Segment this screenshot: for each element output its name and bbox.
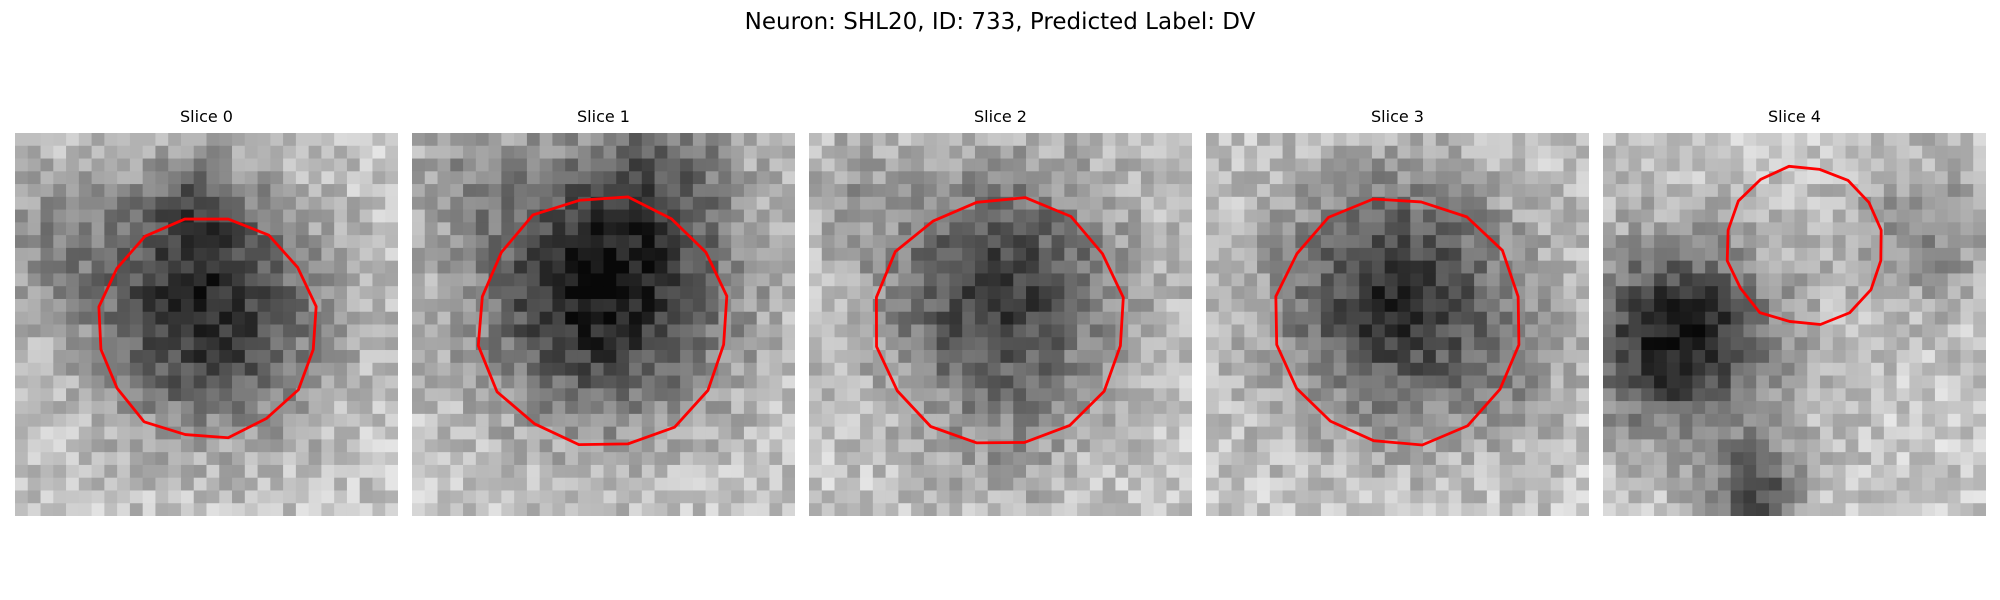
slice-image-1 (412, 133, 795, 516)
slice-panel-1: Slice 1 (412, 107, 795, 521)
slice-panel-0: Slice 0 (15, 107, 398, 521)
segmentation-contour (97, 217, 318, 440)
image-pixels (1206, 133, 1589, 516)
segmentation-contour (1725, 164, 1883, 326)
slice-panel-3: Slice 3 (1206, 107, 1589, 521)
slice-image-4 (1603, 133, 1986, 516)
slice-image-2 (809, 133, 1192, 516)
slice-title-1: Slice 1 (577, 107, 630, 126)
slice-image-0 (15, 133, 398, 516)
image-pixels (15, 133, 398, 516)
figure-title: Neuron: SHL20, ID: 733, Predicted Label:… (744, 9, 1256, 35)
segmentation-contour (875, 196, 1125, 445)
slice-panel-4: Slice 4 (1603, 107, 1986, 521)
image-pixels (412, 133, 795, 516)
slice-image-3 (1206, 133, 1589, 516)
slice-title-4: Slice 4 (1768, 107, 1821, 126)
segmentation-contour (1274, 197, 1521, 447)
slice-title-0: Slice 0 (180, 107, 233, 126)
slice-title-3: Slice 3 (1371, 107, 1424, 126)
image-pixels (1603, 133, 1986, 516)
segmentation-contour (476, 195, 729, 447)
slice-panel-2: Slice 2 (809, 107, 1192, 521)
slice-title-2: Slice 2 (974, 107, 1027, 126)
image-pixels (809, 133, 1192, 516)
